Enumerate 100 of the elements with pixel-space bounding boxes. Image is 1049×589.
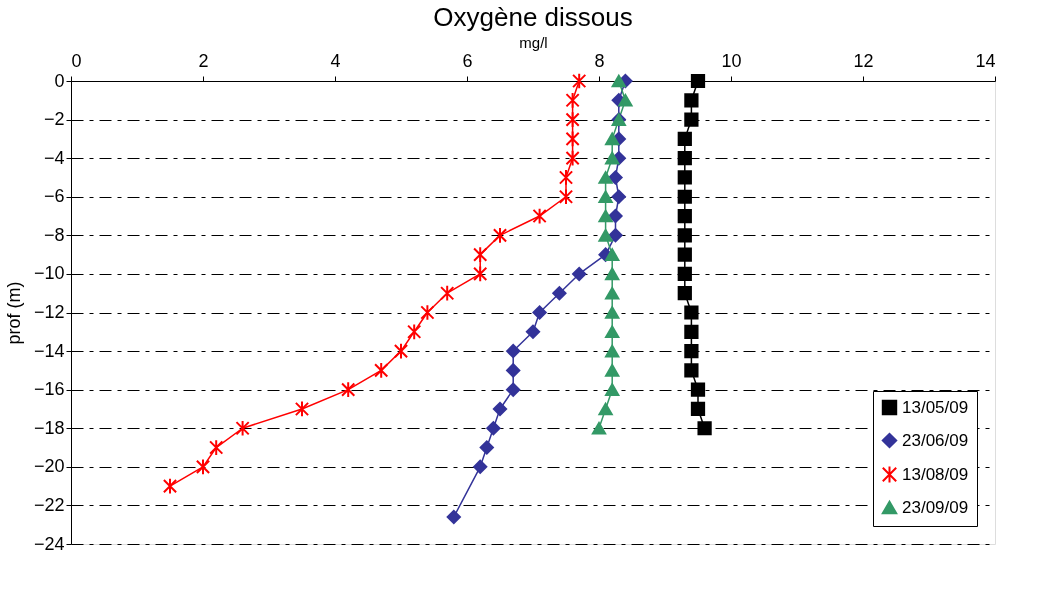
point xyxy=(552,286,567,301)
point xyxy=(611,189,626,204)
point xyxy=(532,207,547,225)
point xyxy=(598,209,613,223)
point xyxy=(605,248,620,261)
y-tick-label: −2 xyxy=(43,109,65,130)
point xyxy=(690,73,706,89)
point xyxy=(440,284,455,302)
point xyxy=(677,266,692,282)
point xyxy=(525,324,541,339)
y-tick-label: −16 xyxy=(33,379,65,400)
point xyxy=(605,286,620,300)
point xyxy=(492,401,508,417)
point xyxy=(598,171,613,184)
point xyxy=(506,343,521,359)
point xyxy=(492,226,508,244)
point xyxy=(605,132,620,146)
point xyxy=(479,440,494,455)
point xyxy=(598,402,613,416)
point xyxy=(677,228,692,243)
point xyxy=(591,421,607,435)
point xyxy=(209,439,224,456)
y-tick-label: −20 xyxy=(33,456,65,477)
y-tick-label: −22 xyxy=(33,494,65,515)
point xyxy=(565,111,580,128)
point xyxy=(473,459,488,474)
point xyxy=(393,342,409,360)
point xyxy=(572,266,587,282)
point xyxy=(677,189,692,204)
point xyxy=(294,400,310,418)
point xyxy=(374,362,389,379)
point xyxy=(558,188,574,206)
x-tick-label: 6 xyxy=(462,50,473,71)
x-tick-label: 8 xyxy=(594,50,605,71)
point xyxy=(677,131,692,146)
point xyxy=(235,419,250,437)
point xyxy=(407,323,422,341)
x-tick-label: 4 xyxy=(330,50,341,71)
point xyxy=(420,304,435,321)
point xyxy=(162,477,178,495)
legend-label: 13/05/09 xyxy=(902,397,969,417)
y-tick-label: −6 xyxy=(43,186,65,207)
point xyxy=(611,74,626,88)
point xyxy=(506,363,521,378)
legend-label: 23/09/09 xyxy=(902,497,969,517)
point xyxy=(677,151,692,166)
x-tick-label: 0 xyxy=(71,50,82,71)
x-tick-label: 14 xyxy=(975,50,996,71)
y-tick-label: 0 xyxy=(54,70,65,91)
y-tick-label: −24 xyxy=(33,533,65,554)
point xyxy=(506,382,521,397)
point xyxy=(677,208,692,224)
point xyxy=(598,229,613,242)
y-axis-title: prof (m) xyxy=(3,281,24,345)
point xyxy=(605,267,620,281)
point xyxy=(605,383,620,396)
point xyxy=(565,149,580,167)
point xyxy=(690,382,706,397)
point xyxy=(532,305,547,320)
point xyxy=(608,208,623,224)
x-tick-label: 2 xyxy=(198,50,209,71)
point xyxy=(605,306,620,319)
legend-label: 23/06/09 xyxy=(902,430,969,450)
point xyxy=(486,421,501,436)
point xyxy=(690,401,706,417)
point xyxy=(558,169,574,186)
point xyxy=(605,344,620,358)
y-tick-label: −4 xyxy=(43,147,65,168)
point xyxy=(341,381,356,399)
point xyxy=(677,286,692,301)
point xyxy=(684,363,699,378)
point xyxy=(473,246,488,263)
y-tick-label: −8 xyxy=(43,224,65,245)
point xyxy=(684,93,699,108)
point xyxy=(618,93,633,107)
point xyxy=(473,265,488,283)
point xyxy=(608,228,623,243)
point xyxy=(677,170,692,185)
x-axis-title: mg/l xyxy=(519,33,548,51)
legend-label: 13/08/09 xyxy=(902,464,969,484)
x-tick-label: 12 xyxy=(853,50,874,71)
point xyxy=(684,324,699,339)
y-tick-label: −14 xyxy=(33,340,65,361)
point xyxy=(684,305,699,320)
point xyxy=(684,112,699,127)
y-tick-label: −12 xyxy=(33,302,65,322)
point xyxy=(677,247,692,262)
point xyxy=(608,170,623,185)
point xyxy=(572,72,587,90)
point xyxy=(684,343,699,359)
y-tick-label: −10 xyxy=(33,263,65,284)
point xyxy=(195,458,211,476)
point xyxy=(565,130,580,148)
point xyxy=(598,190,613,204)
point xyxy=(697,421,712,436)
point xyxy=(605,364,620,377)
point xyxy=(605,151,620,165)
point xyxy=(446,509,461,525)
point xyxy=(565,91,580,109)
x-tick-label: 10 xyxy=(721,50,742,71)
